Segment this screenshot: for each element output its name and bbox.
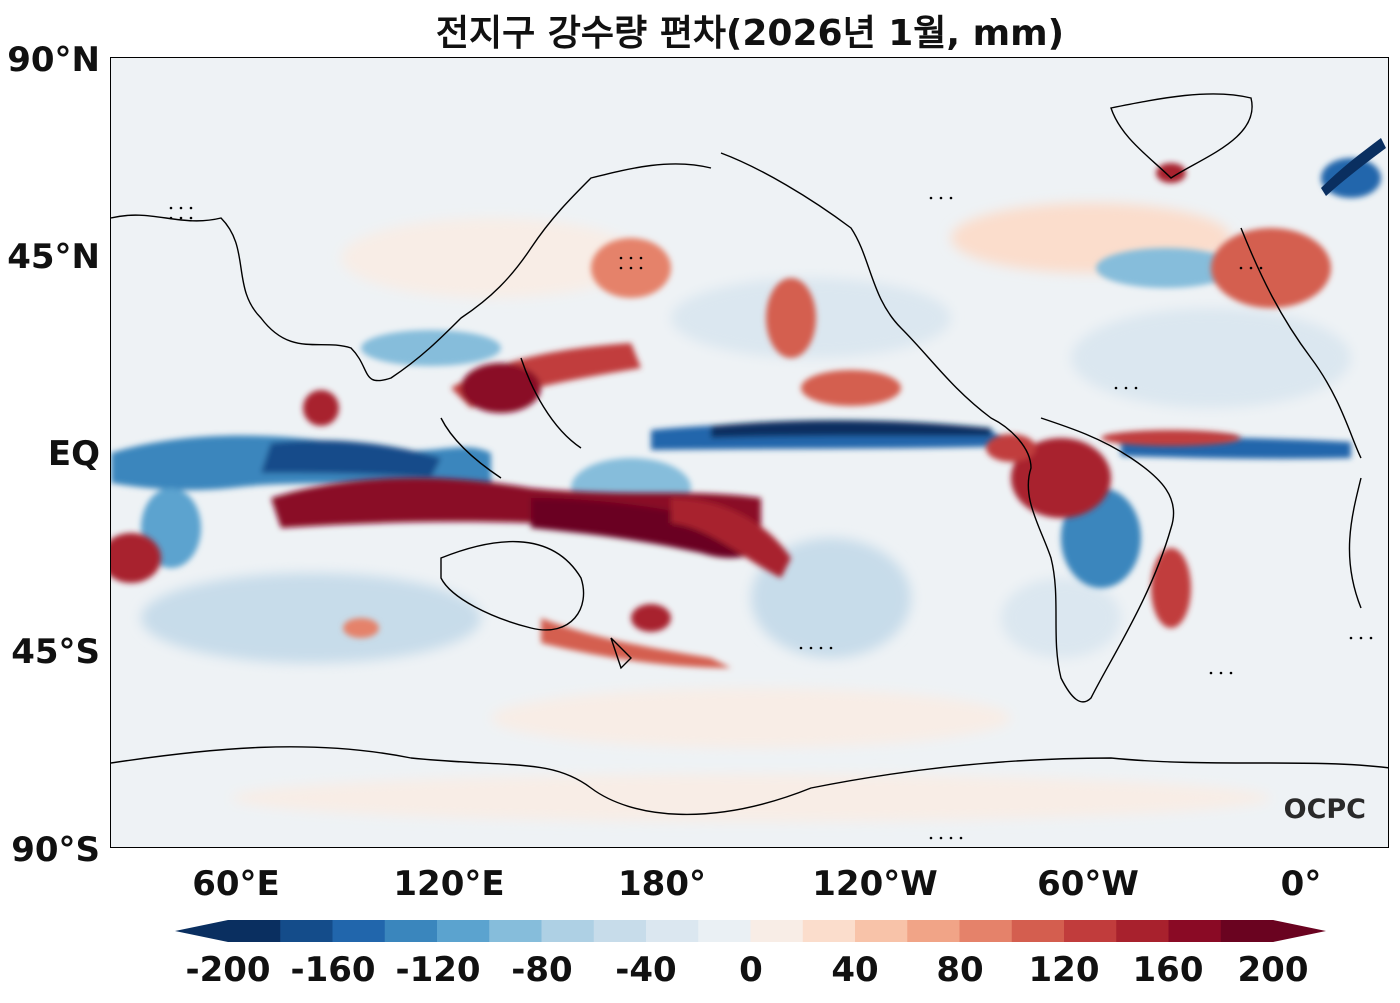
colorbar-bin <box>332 920 386 942</box>
colorbar-bin <box>750 920 804 942</box>
colorbar-tick-80: 80 <box>936 950 984 990</box>
colorbar-extend-high <box>1273 920 1326 942</box>
colorbar-bin <box>646 920 699 942</box>
colorbar-bin <box>1168 920 1222 942</box>
colorbar-bin <box>1116 920 1169 942</box>
lat-label-90n: 90°N <box>7 40 100 80</box>
colorbar-bin <box>437 920 490 942</box>
colorbar-bin <box>855 920 908 942</box>
colorbar-bin <box>802 920 856 942</box>
coastlines <box>111 93 1388 816</box>
significance-stippling <box>169 196 1373 840</box>
colorbar-bin <box>907 920 960 942</box>
map-title: 전지구 강수량 편차(2026년 1월, mm) <box>435 13 1065 54</box>
colorbar-bin <box>541 920 595 942</box>
colorbar-bin <box>280 920 333 942</box>
colorbar-bin <box>489 920 542 942</box>
colorbar-tick-neg200: -200 <box>185 950 271 990</box>
colorbar-tick-0: 0 <box>739 950 763 990</box>
lon-label-60w: 60°W <box>1037 864 1139 904</box>
colorbar-tick-40: 40 <box>831 950 879 990</box>
colorbar-bin <box>1220 920 1274 942</box>
colorbar-bin <box>1011 920 1065 942</box>
colorbar-tick-160: 160 <box>1132 950 1204 990</box>
lat-label-eq: EQ <box>47 434 100 474</box>
arctic-dry-streak <box>1321 138 1386 196</box>
colorbar-bin <box>959 920 1013 942</box>
colorbar <box>175 920 1326 942</box>
ocpc-logo: OCPC <box>1283 794 1366 825</box>
lon-label-120e: 120°E <box>393 864 505 904</box>
colorbar-bin <box>1064 920 1117 942</box>
lon-label-60e: 60°E <box>192 864 280 904</box>
colorbar-tick-neg160: -160 <box>290 950 376 990</box>
wet-anomaly-band <box>111 163 1331 668</box>
map-panel: OCPC <box>110 57 1389 848</box>
colorbar-tick-neg80: -80 <box>511 950 573 990</box>
colorbar-bin <box>698 920 751 942</box>
lat-label-45s: 45°S <box>11 632 100 672</box>
colorbar-tick-200: 200 <box>1237 950 1309 990</box>
colorbar-bin <box>228 920 281 942</box>
colorbar-tick-neg120: -120 <box>395 950 481 990</box>
anomaly-map <box>111 58 1388 847</box>
lon-label-120w: 120°W <box>812 864 938 904</box>
colorbar-tick-neg40: -40 <box>615 950 677 990</box>
lat-label-90s: 90°S <box>11 830 100 870</box>
colorbar-extend-low <box>175 920 228 942</box>
colorbar-tick-120: 120 <box>1028 950 1100 990</box>
lon-label-0: 0° <box>1280 864 1322 904</box>
lon-label-180: 180° <box>618 864 706 904</box>
colorbar-bin <box>593 920 647 942</box>
colorbar-bin <box>384 920 438 942</box>
lat-label-45n: 45°N <box>7 237 100 277</box>
